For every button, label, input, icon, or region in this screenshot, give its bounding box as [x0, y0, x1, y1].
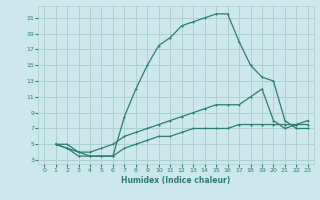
X-axis label: Humidex (Indice chaleur): Humidex (Indice chaleur)	[121, 176, 231, 185]
